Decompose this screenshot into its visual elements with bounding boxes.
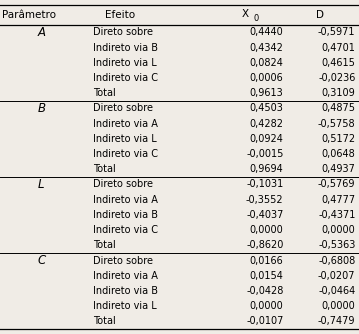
Text: A: A <box>37 26 45 39</box>
Text: L: L <box>38 178 45 191</box>
Text: Indireto via B: Indireto via B <box>93 286 158 296</box>
Text: -0,5363: -0,5363 <box>318 240 355 250</box>
Text: 0,0924: 0,0924 <box>250 134 284 144</box>
Text: Indireto via A: Indireto via A <box>93 119 158 129</box>
Text: 0: 0 <box>253 14 258 23</box>
Text: 0,0006: 0,0006 <box>250 73 284 83</box>
Text: 0,4342: 0,4342 <box>250 43 284 52</box>
Text: 0,0000: 0,0000 <box>322 301 355 311</box>
Text: -0,0236: -0,0236 <box>318 73 355 83</box>
Text: -0,5758: -0,5758 <box>318 119 355 129</box>
Text: 0,9613: 0,9613 <box>250 88 284 98</box>
Text: Parâmetro: Parâmetro <box>2 10 56 20</box>
Text: 0,0824: 0,0824 <box>250 58 284 68</box>
Text: Efeito: Efeito <box>105 10 135 20</box>
Text: -0,0428: -0,0428 <box>246 286 284 296</box>
Text: 0,3109: 0,3109 <box>322 88 355 98</box>
Text: Total: Total <box>93 316 116 326</box>
Text: Indireto via C: Indireto via C <box>93 225 158 235</box>
Text: Indireto via A: Indireto via A <box>93 271 158 281</box>
Text: -0,0464: -0,0464 <box>318 286 355 296</box>
Text: Direto sobre: Direto sobre <box>93 27 153 37</box>
Text: -0,0207: -0,0207 <box>318 271 355 281</box>
Text: 0,5172: 0,5172 <box>321 134 355 144</box>
Text: C: C <box>37 254 45 267</box>
Text: 0,4615: 0,4615 <box>322 58 355 68</box>
Text: Direto sobre: Direto sobre <box>93 179 153 189</box>
Text: -0,6808: -0,6808 <box>318 256 355 266</box>
Text: Indireto via A: Indireto via A <box>93 195 158 205</box>
Text: 0,4777: 0,4777 <box>321 195 355 205</box>
Text: Indireto via L: Indireto via L <box>93 134 157 144</box>
Text: Total: Total <box>93 164 116 174</box>
Text: Total: Total <box>93 240 116 250</box>
Text: -0,7479: -0,7479 <box>318 316 355 326</box>
Text: Indireto via B: Indireto via B <box>93 43 158 52</box>
Text: -0,3552: -0,3552 <box>246 195 284 205</box>
Text: -0,4371: -0,4371 <box>318 210 355 220</box>
Text: -0,1031: -0,1031 <box>246 179 284 189</box>
Text: -0,5769: -0,5769 <box>318 179 355 189</box>
Text: -0,0015: -0,0015 <box>246 149 284 159</box>
Text: D: D <box>316 10 323 20</box>
Text: X: X <box>241 9 248 19</box>
Text: 0,0154: 0,0154 <box>250 271 284 281</box>
Text: -0,0107: -0,0107 <box>246 316 284 326</box>
Text: 0,4875: 0,4875 <box>321 104 355 114</box>
Text: B: B <box>37 102 45 115</box>
Text: Indireto via C: Indireto via C <box>93 149 158 159</box>
Text: Indireto via B: Indireto via B <box>93 210 158 220</box>
Text: 0,0648: 0,0648 <box>322 149 355 159</box>
Text: 0,0166: 0,0166 <box>250 256 284 266</box>
Text: Indireto via L: Indireto via L <box>93 301 157 311</box>
Text: Indireto via L: Indireto via L <box>93 58 157 68</box>
Text: 0,4282: 0,4282 <box>250 119 284 129</box>
Text: Indireto via C: Indireto via C <box>93 73 158 83</box>
Text: 0,0000: 0,0000 <box>250 301 284 311</box>
Text: 0,0000: 0,0000 <box>250 225 284 235</box>
Text: -0,8620: -0,8620 <box>246 240 284 250</box>
Text: Direto sobre: Direto sobre <box>93 256 153 266</box>
Text: -0,4037: -0,4037 <box>246 210 284 220</box>
Text: Direto sobre: Direto sobre <box>93 104 153 114</box>
Text: 0,0000: 0,0000 <box>322 225 355 235</box>
Text: 0,4937: 0,4937 <box>322 164 355 174</box>
Text: 0,4503: 0,4503 <box>250 104 284 114</box>
Text: -0,5971: -0,5971 <box>318 27 355 37</box>
Text: 0,9694: 0,9694 <box>250 164 284 174</box>
Text: 0,4440: 0,4440 <box>250 27 284 37</box>
Text: 0,4701: 0,4701 <box>322 43 355 52</box>
Text: Total: Total <box>93 88 116 98</box>
